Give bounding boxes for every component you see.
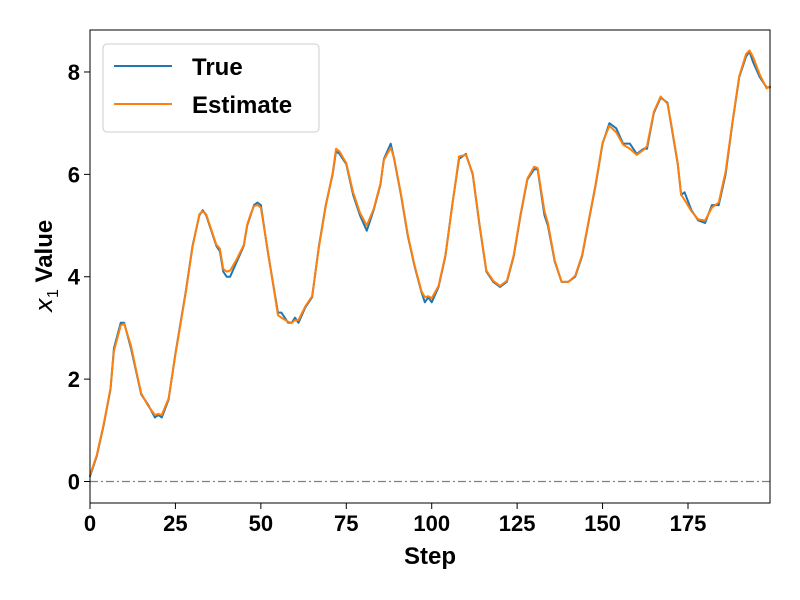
y-axis-title-space [31,282,58,289]
x-axis: 0 25 50 75 100 125 150 175 [84,503,706,536]
series-line-estimate [89,49,771,477]
x-tick-label: 100 [413,511,450,536]
y-axis-title-text: Value [31,220,58,283]
legend-label-true: True [192,54,243,81]
y-axis-title-variable: x [30,297,58,313]
x-tick-label: 75 [334,511,358,536]
x-tick-label: 175 [670,511,707,536]
series-layer [89,49,771,478]
y-axis: 0 2 4 6 8 [68,60,90,495]
legend-label-estimate: Estimate [192,92,292,119]
x-tick-label: 125 [499,511,536,536]
x-axis-title: Step [404,543,456,570]
plot-frame [89,29,771,504]
x-tick-label: 150 [584,511,621,536]
y-axis-title: x1 Value [30,220,62,314]
x-tick-label: 25 [163,511,187,536]
legend: True Estimate [102,43,320,133]
x-tick-label: 50 [249,511,273,536]
y-tick-label: 4 [68,265,81,290]
x-tick-label: 0 [84,511,96,536]
y-axis-title-subscript: 1 [45,289,62,298]
y-tick-label: 2 [68,367,80,392]
y-tick-label: 6 [68,162,80,187]
y-tick-label: 8 [68,60,80,85]
y-tick-label: 0 [68,470,80,495]
